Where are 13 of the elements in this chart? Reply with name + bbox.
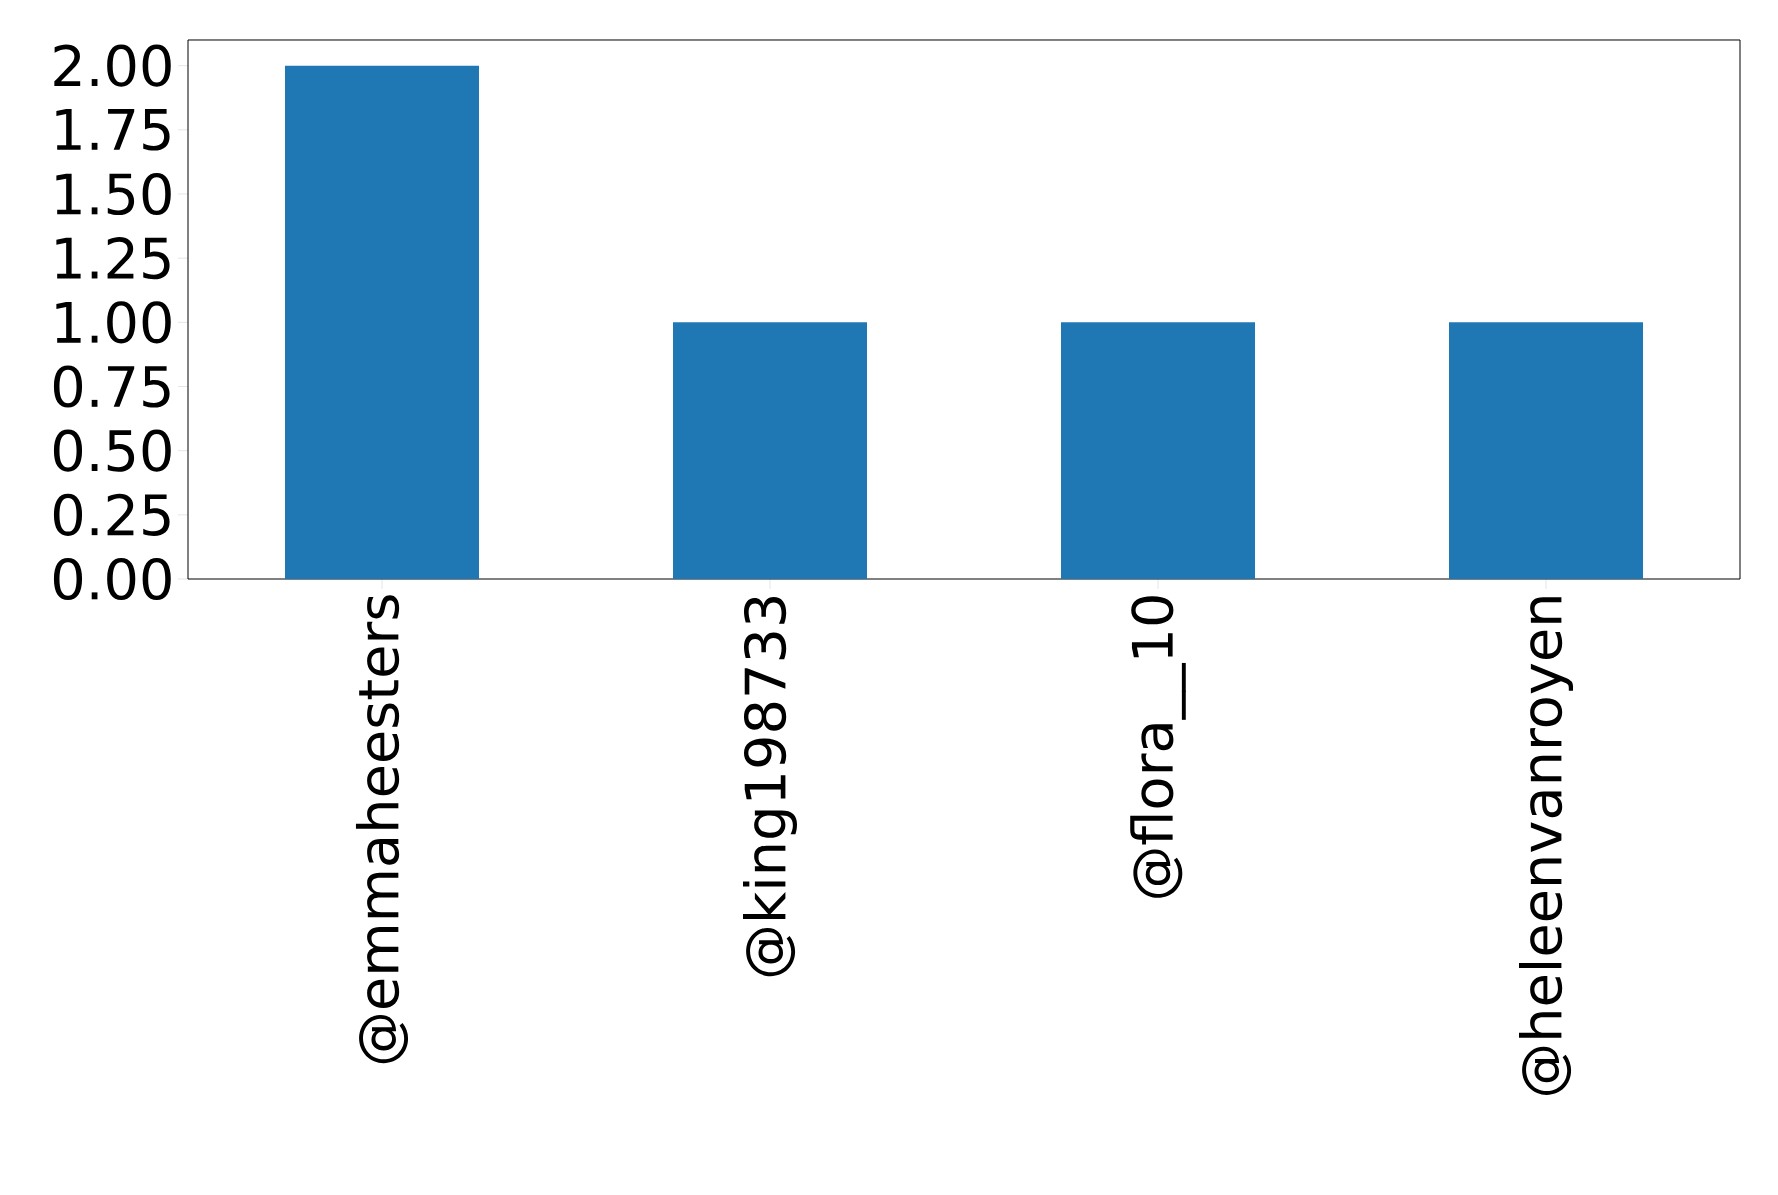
y-tick-label: 1.00 bbox=[56, 301, 171, 344]
x-tick-label: @emmaheesters bbox=[355, 595, 409, 1064]
y-tick-label: 2.00 bbox=[54, 44, 171, 87]
y-tick-label: 0.00 bbox=[53, 557, 171, 601]
y-tick-label: 1.50 bbox=[56, 172, 171, 216]
x-tick-label: @king198733 bbox=[743, 597, 797, 977]
y-tick-label: 1.75 bbox=[56, 109, 170, 151]
x-tick-label: @heleenvanroyen bbox=[1519, 597, 1573, 1095]
y-tick-label: 0.75 bbox=[53, 365, 170, 408]
y-tick-label: 0.25 bbox=[53, 493, 170, 536]
y-tick-label: 1.25 bbox=[56, 237, 170, 280]
x-tick-label: @flora__10 bbox=[1130, 596, 1186, 898]
y-tick-label: 0.50 bbox=[53, 429, 171, 472]
